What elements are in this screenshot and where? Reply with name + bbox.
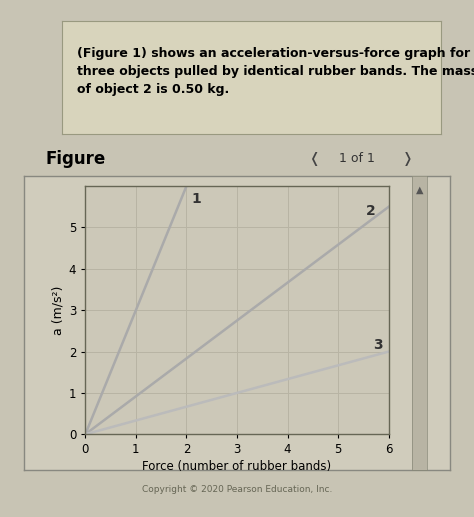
Text: 3: 3 [374,338,383,353]
Text: ▲: ▲ [416,185,423,194]
Y-axis label: a (m/s²): a (m/s²) [52,285,64,335]
Text: Figure: Figure [45,150,105,168]
Text: 1 of 1: 1 of 1 [338,153,374,165]
Text: (Figure 1) shows an acceleration-versus-force graph for
three objects pulled by : (Figure 1) shows an acceleration-versus-… [77,48,474,96]
Text: 2: 2 [366,204,376,218]
X-axis label: Force (number of rubber bands): Force (number of rubber bands) [143,461,331,474]
Text: ❭: ❭ [402,152,413,166]
Text: 1: 1 [191,191,201,206]
Text: Copyright © 2020 Pearson Education, Inc.: Copyright © 2020 Pearson Education, Inc. [142,484,332,494]
Text: ❬: ❬ [308,152,319,166]
